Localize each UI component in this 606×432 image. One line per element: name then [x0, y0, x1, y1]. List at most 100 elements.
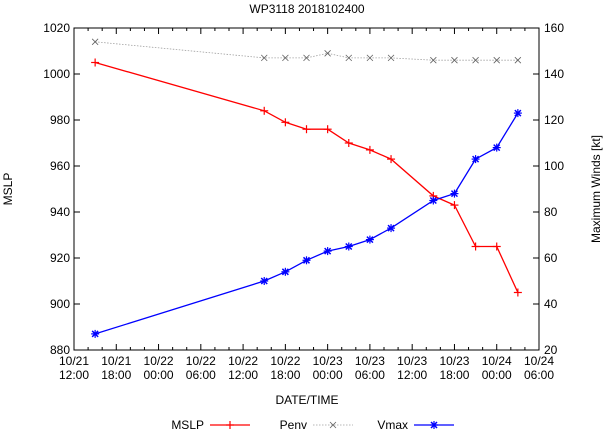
marker-stroke	[303, 54, 310, 62]
x-tick-date: 10/24	[524, 354, 554, 368]
marker-stroke	[345, 54, 353, 62]
x-tick-date: 10/23	[397, 354, 427, 368]
penv-point	[493, 56, 501, 64]
y2-tick-label: 140	[544, 67, 564, 81]
legend-label-mslp: MSLP	[171, 418, 204, 432]
vmax-point	[302, 256, 311, 265]
marker-stroke	[429, 196, 437, 205]
vmax-point	[387, 224, 396, 233]
marker-stroke	[514, 109, 522, 117]
mslp-point	[323, 125, 332, 134]
series-mslp	[91, 58, 522, 297]
x-tick-time: 18:00	[439, 368, 469, 382]
marker-stroke	[387, 54, 395, 62]
marker-stroke	[324, 50, 331, 57]
x-tick-time: 12:00	[397, 368, 427, 382]
x-tick-time: 12:00	[228, 368, 258, 382]
penv-point	[91, 38, 99, 46]
legend-label-penv: Penv	[280, 418, 307, 432]
penv-point	[303, 54, 310, 62]
y2-tick-label: 80	[544, 205, 558, 219]
mslp-point	[471, 242, 480, 251]
x-tick-time: 00:00	[313, 368, 343, 382]
mslp-point	[281, 118, 290, 127]
penv-point	[430, 56, 437, 64]
x-tick-time: 06:00	[186, 368, 216, 382]
series-vmax	[91, 109, 522, 338]
penv-point	[282, 54, 289, 62]
x-tick-date: 10/22	[144, 354, 174, 368]
y-axis-label: MSLP	[1, 173, 15, 206]
mslp-point	[492, 242, 501, 251]
y-tick-label: 900	[50, 297, 70, 311]
penv-point	[366, 54, 374, 62]
x-tick-time: 06:00	[524, 368, 554, 382]
x-tick-date: 10/21	[59, 354, 89, 368]
marker-stroke	[366, 54, 374, 62]
marker-stroke	[91, 330, 99, 338]
mslp-point	[344, 139, 353, 147]
mslp-point	[513, 288, 522, 297]
marker-stroke	[366, 236, 374, 244]
y2-tick-label: 120	[544, 113, 564, 127]
mslp-point	[365, 145, 374, 154]
x-tick-date: 10/22	[228, 354, 258, 368]
marker-stroke	[430, 421, 438, 429]
y-tick-label: 960	[50, 159, 70, 173]
vmax-point	[429, 196, 438, 205]
marker-stroke	[260, 277, 268, 285]
x-tick-date: 10/23	[355, 354, 385, 368]
plot-frame	[73, 27, 540, 351]
x-tick-date: 10/23	[439, 354, 469, 368]
y2-tick-label: 40	[544, 297, 558, 311]
y-tick-label: 980	[50, 113, 70, 127]
x-tick-date: 10/21	[101, 354, 131, 368]
mslp-point	[91, 58, 100, 67]
chart-title: WP3118 2018102400	[249, 2, 365, 16]
legend: MSLP Penv Vmax	[171, 418, 454, 432]
marker-stroke	[345, 242, 353, 251]
marker-stroke	[302, 256, 311, 264]
vmax-point	[91, 329, 100, 338]
y2-tick-label: 60	[544, 251, 558, 265]
y2-tick-label: 160	[544, 21, 564, 35]
legend-label-vmax: Vmax	[377, 418, 408, 432]
penv-point	[260, 54, 268, 62]
penv-point	[472, 56, 479, 64]
marker-stroke	[472, 56, 479, 64]
x-tick-date: 10/22	[270, 354, 300, 368]
marker-stroke	[493, 144, 501, 152]
x-tick-time: 18:00	[270, 368, 300, 382]
y-tick-label: 1000	[43, 67, 70, 81]
x-tick-time: 00:00	[482, 368, 512, 382]
x-tick-time: 18:00	[101, 368, 131, 382]
x-tick-date: 10/24	[482, 354, 512, 368]
x-tick-time: 00:00	[144, 368, 174, 382]
vmax-point	[492, 143, 501, 152]
legend-marker-penv	[329, 421, 337, 429]
vmax-point	[323, 247, 332, 256]
mslp-point	[260, 106, 269, 115]
vmax-point	[513, 109, 522, 118]
x-tick-date: 10/22	[186, 354, 216, 368]
marker-stroke	[472, 155, 480, 163]
vmax-point	[281, 267, 290, 276]
x-tick-time: 12:00	[59, 368, 89, 382]
x-tick-time: 06:00	[355, 368, 385, 382]
vmax-point	[344, 242, 353, 251]
penv-point	[514, 56, 522, 64]
marker-stroke	[387, 224, 395, 232]
y-tick-label: 880	[50, 343, 70, 357]
marker-stroke	[282, 54, 289, 62]
y2-tick-label: 20	[544, 343, 558, 357]
marker-stroke	[260, 54, 268, 62]
marker-stroke	[430, 56, 437, 64]
vmax-point	[450, 189, 459, 198]
series-penv	[91, 38, 522, 64]
legend-marker-vmax	[430, 421, 438, 429]
marker-stroke	[450, 190, 458, 198]
penv-point	[324, 50, 331, 57]
x-tick-date: 10/23	[313, 354, 343, 368]
y-tick-label: 940	[50, 205, 70, 219]
